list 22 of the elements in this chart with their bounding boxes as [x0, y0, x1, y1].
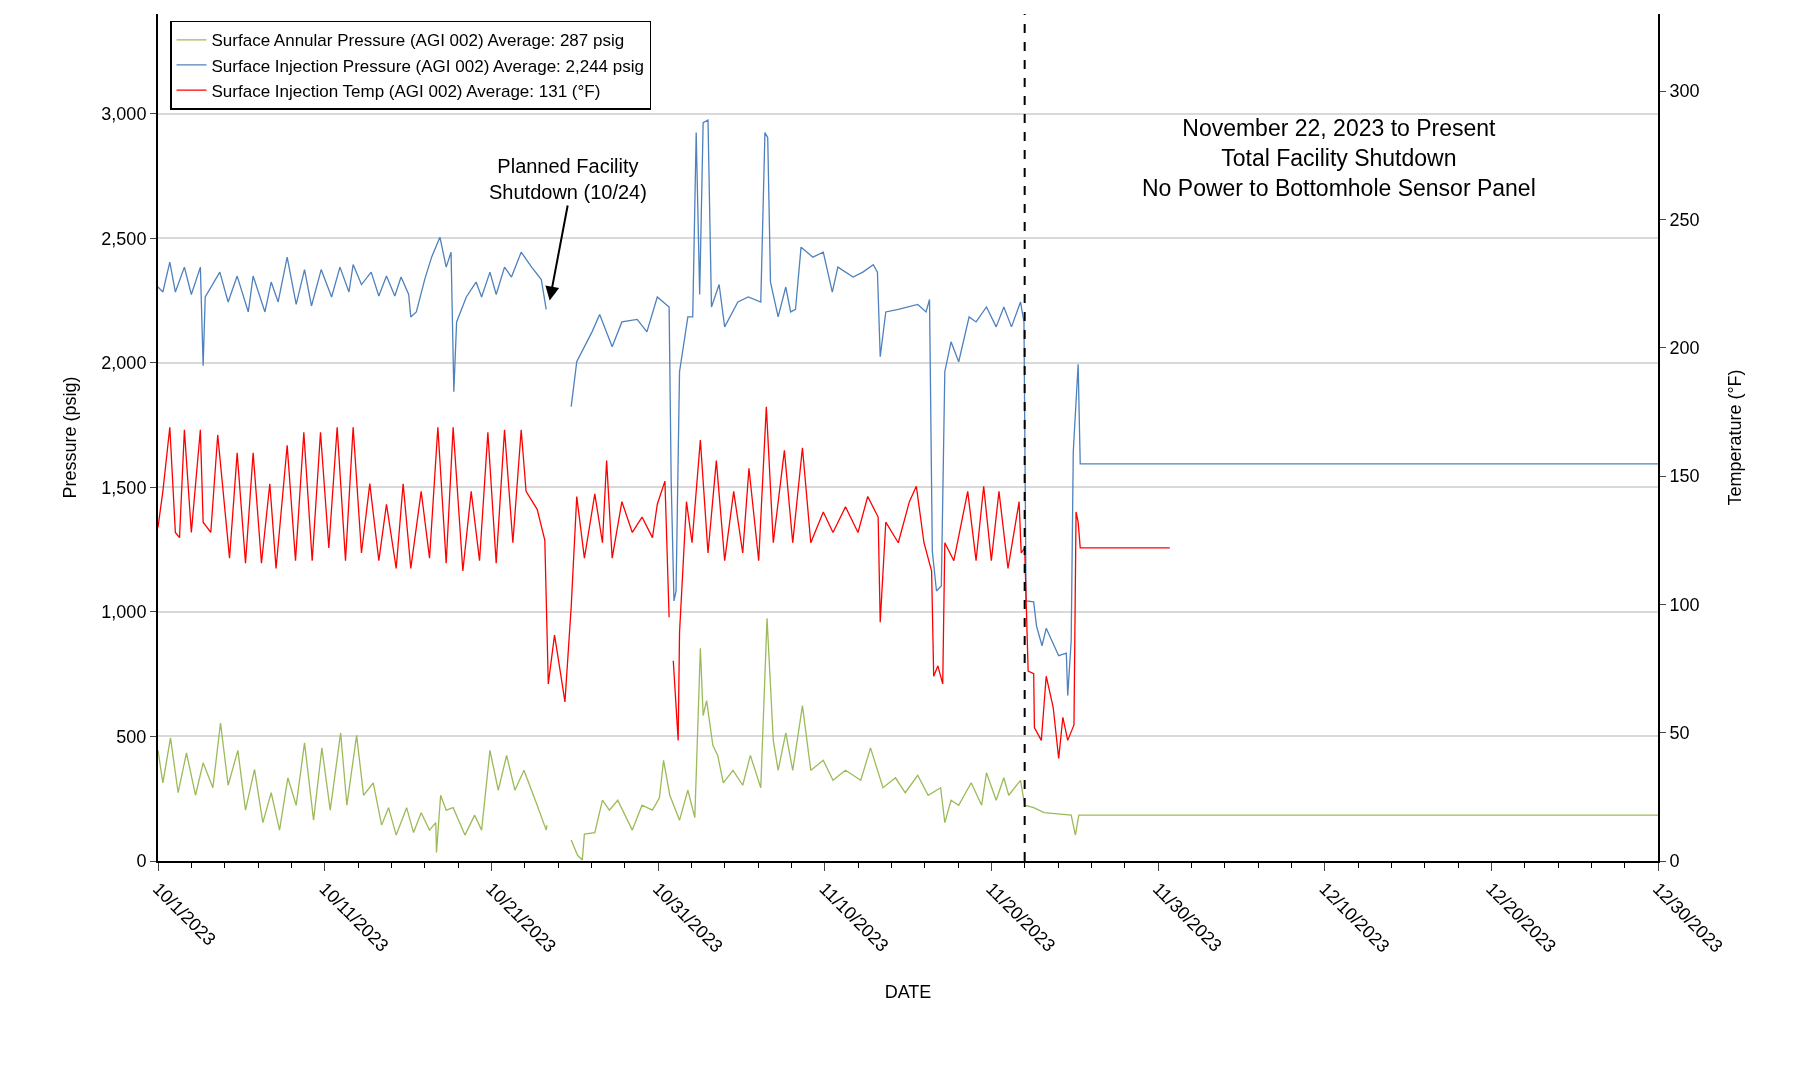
annotation: November 22, 2023 to Present Total Facility Shutdown No Power to Bottomhole Sensor Panel: [1142, 115, 1536, 201]
y-tick-label: 2,500: [101, 228, 147, 249]
y-tick-label: 2,000: [101, 353, 147, 374]
y2-axis-title: Temperature (°F): [1725, 369, 1746, 506]
legend-label: Surface Injection Temp (AGI 002) Average: 131 (°F): [211, 81, 601, 101]
y-axis-title: Pressure (psig): [60, 376, 81, 499]
y2-tick-label: 0: [1669, 851, 1680, 872]
y-tick-label: 3,000: [101, 103, 147, 124]
y2-tick-label: 250: [1669, 209, 1700, 230]
y2-tick-label: 150: [1669, 466, 1700, 487]
y-tick-label: 0: [136, 851, 147, 872]
y-tick-label: 500: [116, 726, 147, 747]
annotation: Planned Facility Shutdown (10/24): [489, 155, 647, 203]
y-tick-label: 1,500: [101, 477, 147, 498]
legend-label: Surface Annular Pressure (AGI 002) Average: 287 psig: [211, 31, 625, 51]
y2-tick-label: 200: [1669, 337, 1700, 358]
y2-tick-label: 300: [1669, 81, 1700, 102]
y2-tick-label: 50: [1669, 722, 1690, 743]
legend-label: Surface Injection Pressure (AGI 002) Average: 2,244 psig: [211, 56, 644, 76]
x-axis-title: DATE: [884, 982, 932, 1003]
y2-tick-label: 100: [1669, 594, 1700, 615]
y-tick-label: 1,000: [101, 602, 147, 623]
